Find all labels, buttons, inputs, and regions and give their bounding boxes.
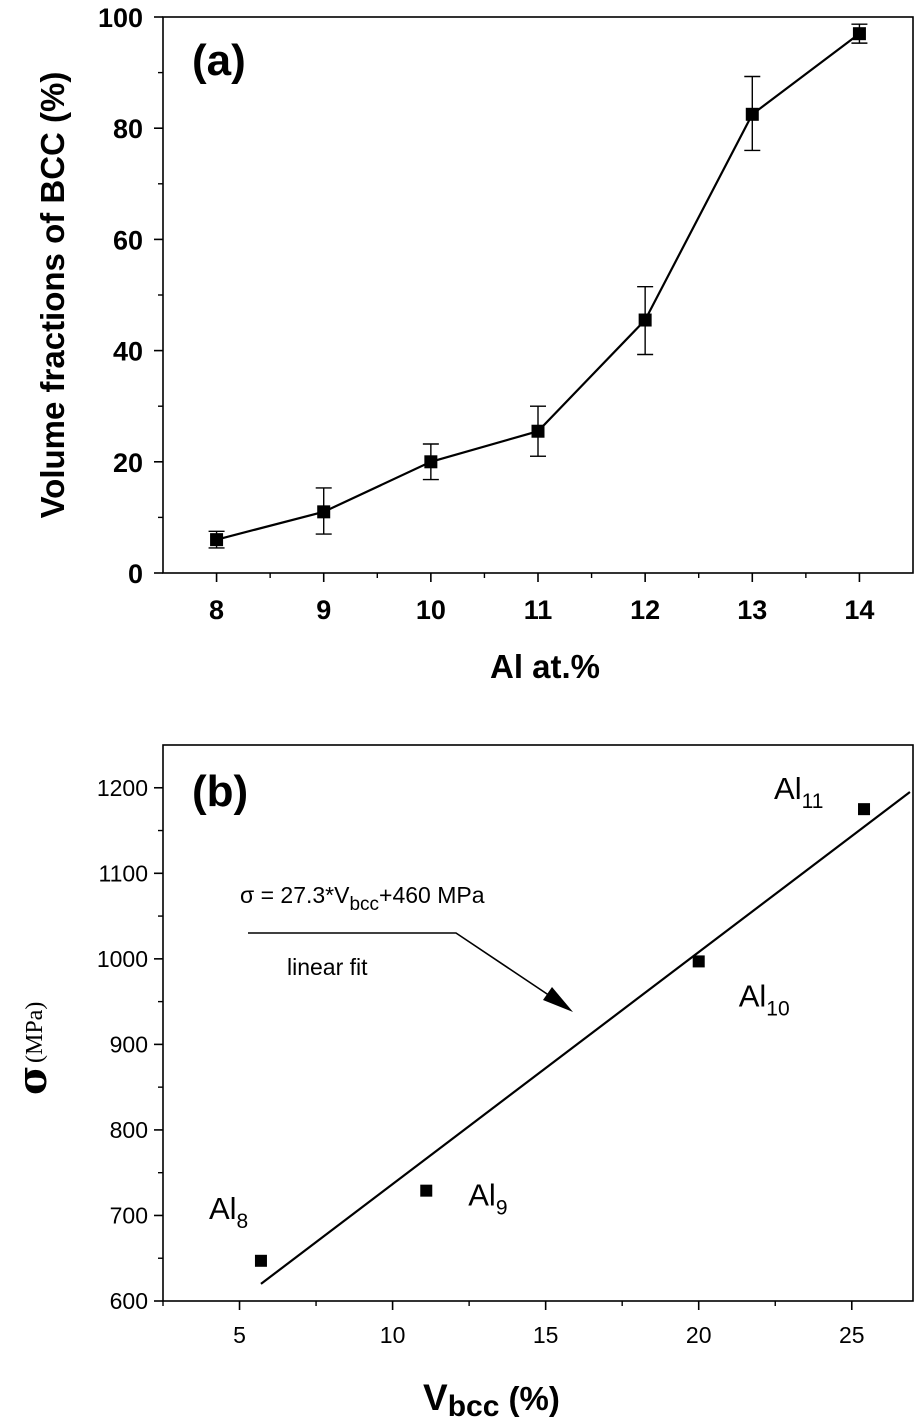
fit-equation: σ = 27.3*Vbcc+460 MPa [240,882,485,915]
data-point-b [858,803,871,816]
y-axis-title-b-symbol: σ [9,1066,56,1096]
point-label-main: Al [468,1178,496,1213]
y-axis-title-a: Volume fractions of BCC (%) [34,72,71,519]
point-label: Al10 [739,978,790,1020]
point-label: Al11 [774,771,823,813]
y-tick-label-b: 1100 [99,860,148,886]
y-tick-label-a: 20 [113,448,143,478]
x-axis-title-b-main: V [423,1377,448,1418]
y-tick-label-b: 700 [110,1202,148,1228]
x-tick-label-b: 15 [533,1322,559,1348]
y-axis-title-b-unit: (MPa) [22,1002,48,1063]
fit-equation-prefix: σ = 27.3*V [240,882,350,908]
x-tick-label-b: 20 [686,1322,712,1348]
y-tick-label-b: 600 [110,1288,148,1314]
point-label-sub: 11 [802,790,824,813]
y-tick-label-a: 100 [98,3,143,33]
point-label-sub: 9 [496,1197,508,1220]
data-point-b [420,1184,433,1197]
chart-panel-a: 0 20 40 60 80 100 8 9 10 11 12 13 14 (a) Al at.% Vo… [34,3,914,685]
data-point-a [210,533,224,547]
x-axis-title-b-sub: bcc [448,1390,500,1420]
x-tick-label-a: 13 [737,595,767,625]
data-point-b [692,955,705,968]
y-tick-label-a: 0 [128,559,143,589]
y-tick-label-b: 900 [110,1031,148,1057]
x-axis-title-b-suffix: (%) [499,1380,560,1417]
data-point-a [531,424,545,438]
y-tick-label-b: 1200 [97,775,148,801]
y-tick-label-a: 40 [113,337,143,367]
x-tick-label-a: 8 [209,595,224,625]
x-tick-label-b: 25 [839,1322,865,1348]
x-tick-label-a: 11 [524,595,553,625]
y-axis-title-b: σ (MPa) [9,1002,56,1095]
x-axis-ticks-b: 5 10 15 20 25 [162,1301,865,1348]
fit-equation-suffix: +460 MPa [379,882,485,908]
linear-fit-line [260,791,911,1285]
point-label-sub: 8 [237,1210,249,1233]
plot-frame-b [162,744,914,1302]
fit-arrow-shaft [248,932,569,1009]
x-tick-label-a: 12 [630,595,660,625]
point-label: Al9 [468,1178,507,1220]
x-tick-label-a: 10 [416,595,446,625]
data-point-a [638,313,652,327]
x-axis-title-b: Vbcc (%) [423,1377,560,1420]
y-axis-ticks-b: 600 700 800 900 1000 1100 1200 [97,775,163,1314]
data-points-a [210,27,866,547]
fit-equation-sub: bcc [349,894,379,915]
point-label-sub: 10 [766,997,789,1020]
point-label-main: Al [774,771,802,806]
y-axis-ticks-a: 0 20 40 60 80 100 [98,3,163,589]
data-point-b [254,1254,267,1267]
x-tick-label-a: 9 [316,595,331,625]
x-axis-ticks-a: 8 9 10 11 12 13 14 [209,573,874,625]
data-point-a [317,505,331,519]
point-label-main: Al [209,1191,237,1226]
panel-label-b: (b) [192,767,248,816]
y-tick-label-b: 800 [110,1117,148,1143]
data-point-a [852,27,866,41]
plot-frame-a [162,16,914,574]
series-line-a [216,32,861,541]
y-tick-label-b: 1000 [97,946,148,972]
point-label-main: Al [739,978,767,1013]
fit-label: linear fit [287,954,368,980]
panel-label-a: (a) [192,36,246,85]
y-tick-label-a: 80 [113,114,143,144]
data-point-a [745,107,759,121]
fit-arrow-head [543,987,573,1012]
y-tick-label-a: 60 [113,225,143,255]
x-axis-title-a: Al at.% [490,648,600,685]
x-tick-label-b: 10 [380,1322,406,1348]
x-tick-label-a: 14 [844,595,874,625]
data-point-a [424,455,438,469]
x-tick-label-b: 5 [233,1322,246,1348]
point-label: Al8 [209,1191,248,1233]
